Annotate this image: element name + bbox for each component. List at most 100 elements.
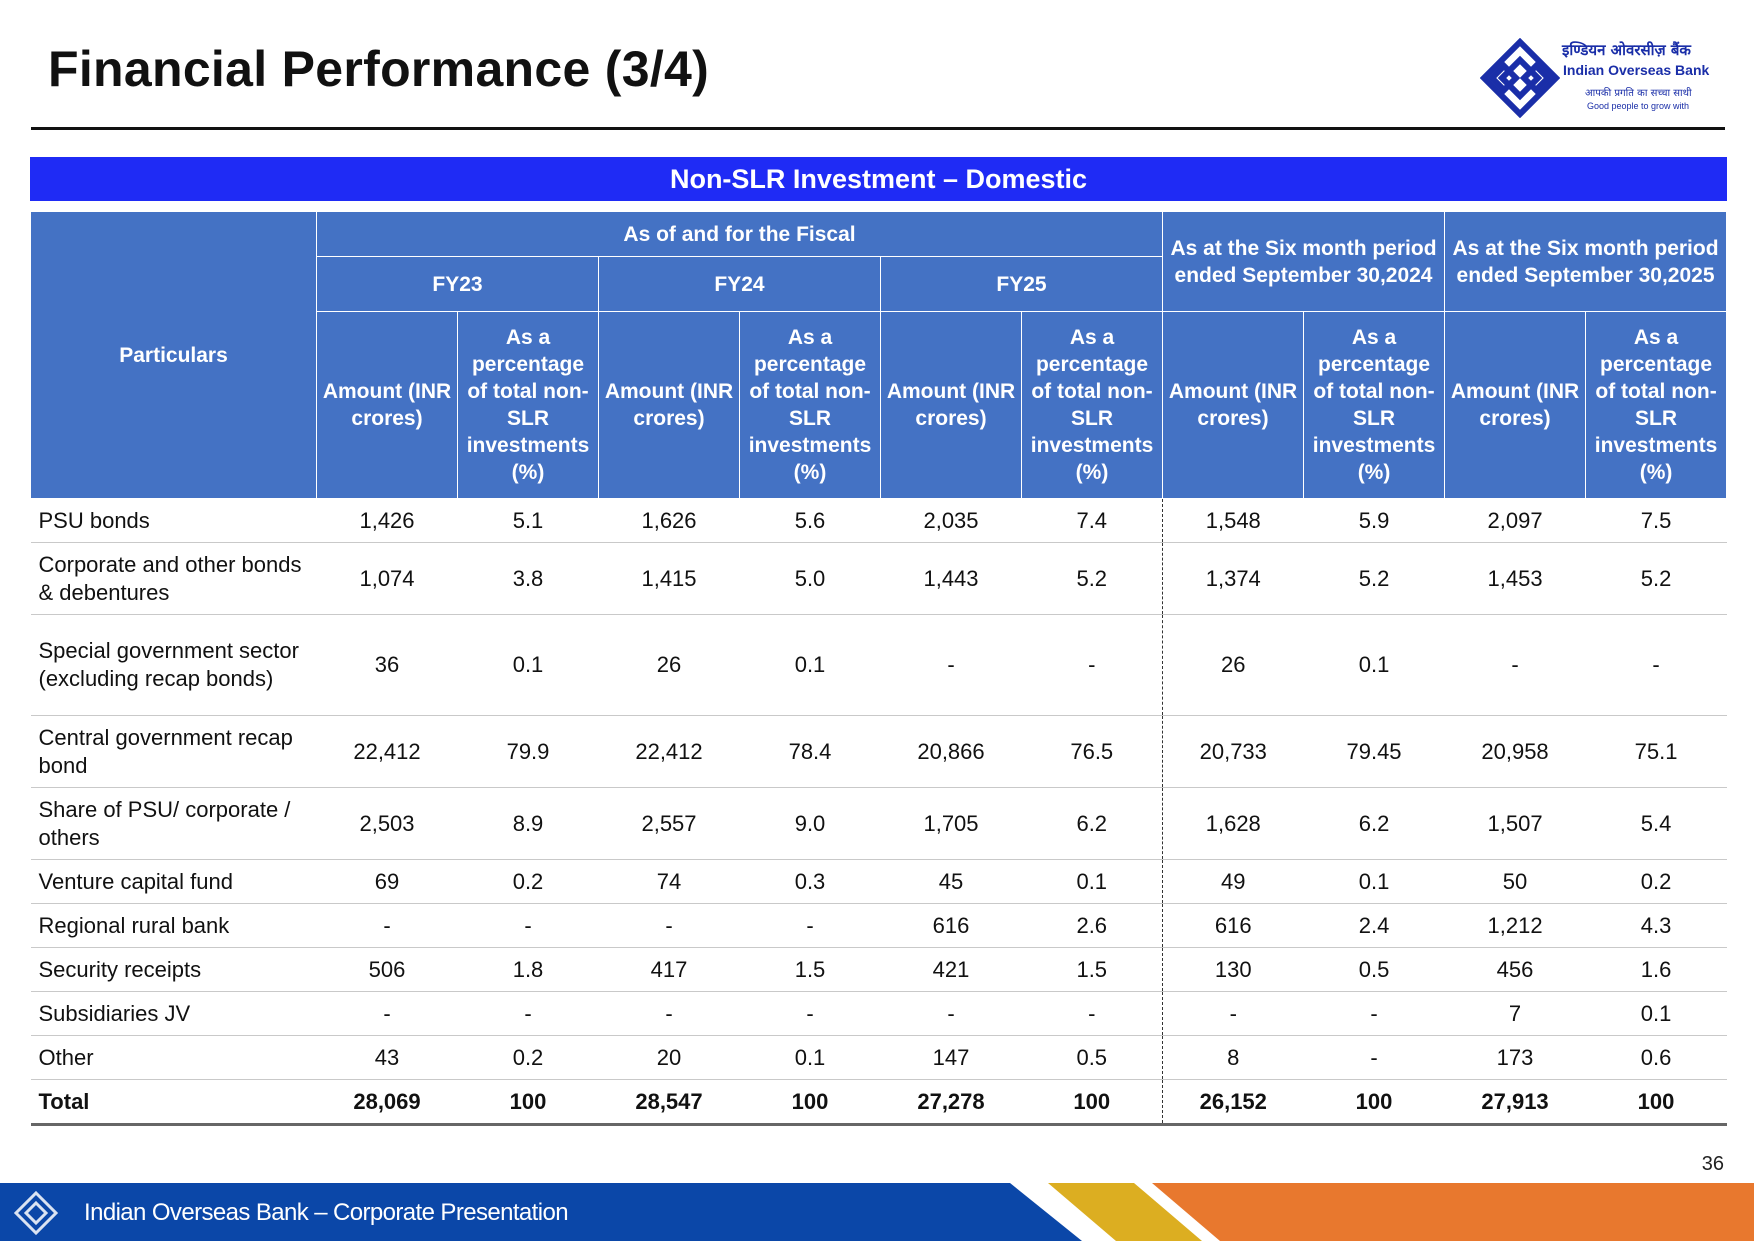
table-row: Security receipts 506 1.8 417 1.5 421 1.5 130 0.… [30,947,1727,992]
table-row: PSU bonds 1,426 5.1 1,626 5.6 2,035 7.4 1,548 5.… [30,498,1727,543]
percentage-cell: 0.2 [457,1035,599,1080]
percentage-cell: 0.3 [739,859,881,904]
percentage-cell: 0.1 [1303,614,1445,716]
amount-cell: 26 [1162,614,1304,716]
percentage-cell: - [739,991,881,1036]
table-body: PSU bonds 1,426 5.1 1,626 5.6 2,035 7.4 1,548 5.… [30,498,1727,1126]
amount-cell: 1,453 [1444,542,1586,615]
percentage-cell: - [1303,1035,1445,1080]
percentage-cell: 5.6 [739,498,881,543]
amount-cell: - [1444,614,1586,716]
amount-cell: 456 [1444,947,1586,992]
amount-cell: 49 [1162,859,1304,904]
percentage-cell: - [1585,614,1727,716]
header-percentage: As a percentage of total non-SLR investm… [1585,311,1728,499]
amount-cell: 7 [1444,991,1586,1036]
amount-cell: 74 [598,859,740,904]
amount-cell: 27,278 [880,1079,1022,1126]
percentage-cell: 6.2 [1021,787,1163,860]
percentage-cell: - [457,991,599,1036]
percentage-cell: - [1021,614,1163,716]
amount-cell: 1,212 [1444,903,1586,948]
percentage-cell: 1.8 [457,947,599,992]
table-row: Share of PSU/ corporate / others 2,503 8.9… [30,787,1727,860]
percentage-cell: 2.4 [1303,903,1445,948]
amount-cell: 20,733 [1162,715,1304,788]
amount-cell: 616 [1162,903,1304,948]
row-label: Corporate and other bonds & debentures [30,542,317,615]
header-percentage: As a percentage of total non-SLR investm… [1020,311,1164,499]
amount-cell: 1,074 [316,542,458,615]
amount-cell: 616 [880,903,1022,948]
amount-cell: 22,412 [316,715,458,788]
percentage-cell: 1.6 [1585,947,1727,992]
amount-cell: 147 [880,1035,1022,1080]
percentage-cell: 5.2 [1021,542,1163,615]
header-fy24: FY24 [598,256,881,312]
amount-cell: 8 [1162,1035,1304,1080]
header-particulars: Particulars [30,211,317,499]
logo-tagline-english: Good people to grow with [1587,101,1690,111]
percentage-cell: 0.1 [1021,859,1163,904]
amount-cell: - [1162,991,1304,1036]
amount-cell: 20,958 [1444,715,1586,788]
header-fy23: FY23 [316,256,599,312]
amount-cell: 20 [598,1035,740,1080]
percentage-cell: - [457,903,599,948]
logo-hindi-name: इण्डियन ओवरसीज़ बैंक [1562,41,1691,59]
percentage-cell: 2.6 [1021,903,1163,948]
percentage-cell: 0.5 [1303,947,1445,992]
footer-text: Indian Overseas Bank – Corporate Present… [84,1199,569,1226]
percentage-cell: 79.45 [1303,715,1445,788]
amount-cell: 36 [316,614,458,716]
table-row: Subsidiaries JV - - - - - - - -7 0.1 [30,991,1727,1036]
footer-graphic [0,1183,1754,1241]
row-label: PSU bonds [30,498,317,543]
amount-cell: 2,503 [316,787,458,860]
amount-cell: 1,443 [880,542,1022,615]
title-divider [31,127,1725,130]
percentage-cell: 4.3 [1585,903,1727,948]
amount-cell: 28,069 [316,1079,458,1126]
header-six-month-2025: As at the Six month period ended Septemb… [1444,211,1728,312]
percentage-cell: 78.4 [739,715,881,788]
percentage-cell: 0.1 [457,614,599,716]
row-label: Venture capital fund [30,859,317,904]
header-amount: Amount (INR crores) [598,311,740,499]
header-percentage: As a percentage of total non-SLR investm… [457,311,599,499]
table-row: Corporate and other bonds & debentures 1,… [30,542,1727,615]
total-row: Total 28,069 100 28,547 100 27,278 100 26,152 10… [30,1079,1727,1126]
percentage-cell: 100 [1303,1079,1445,1126]
percentage-cell: 9.0 [739,787,881,860]
percentage-cell: 5.4 [1585,787,1727,860]
header-fiscal-group: As of and for the Fiscal [315,211,1164,257]
logo-english-name: Indian Overseas Bank [1563,62,1710,78]
row-label: Security receipts [30,947,317,992]
amount-cell: 1,374 [1162,542,1304,615]
row-label: Central government recap bond [30,715,317,788]
percentage-cell: 5.9 [1303,498,1445,543]
header-amount: Amount (INR crores) [1162,311,1305,499]
row-label: Special government sector (excluding rec… [30,614,317,716]
amount-cell: 26,152 [1162,1079,1304,1126]
percentage-cell: 100 [739,1079,881,1126]
page-number: 36 [1701,1153,1724,1175]
table-row: Venture capital fund 69 0.2 74 0.3 45 0.1 49 0.1… [30,859,1727,904]
percentage-cell: 8.9 [457,787,599,860]
amount-cell: - [316,903,458,948]
page-title: Financial Performance (3/4) [48,41,710,97]
percentage-cell: 5.2 [1303,542,1445,615]
row-label: Other [30,1035,317,1080]
row-label: Regional rural bank [30,903,317,948]
header-percentage: As a percentage of total non-SLR investm… [1303,311,1446,499]
percentage-cell: 100 [1021,1079,1163,1126]
amount-cell: 2,035 [880,498,1022,543]
amount-cell: 417 [598,947,740,992]
logo-tagline-hindi: आपकी प्रगति का सच्चा साथी [1585,88,1692,99]
percentage-cell: - [1021,991,1163,1036]
percentage-cell: 100 [457,1079,599,1126]
header-six-month-2024: As at the Six month period ended Septemb… [1162,211,1446,312]
table-row: Special government sector (excluding rec… [30,614,1727,716]
amount-cell: - [316,991,458,1036]
percentage-cell: 75.1 [1585,715,1727,788]
